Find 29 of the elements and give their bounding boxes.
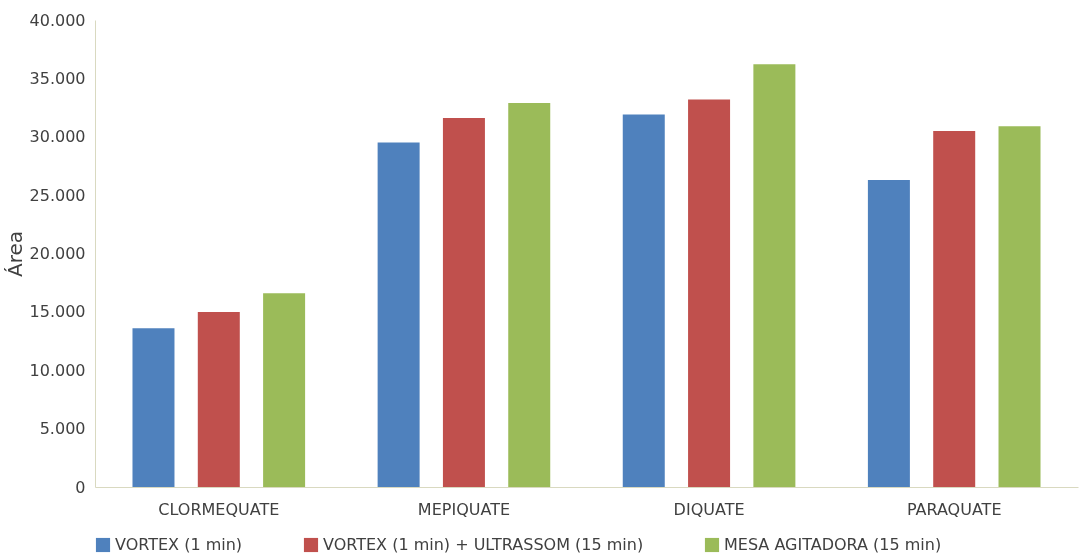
legend-label: MESA AGITADORA (15 min) bbox=[724, 535, 942, 554]
bar bbox=[688, 99, 731, 487]
x-tick-label: DIQUATE bbox=[673, 499, 745, 519]
x-tick-label: CLORMEQUATE bbox=[158, 499, 280, 519]
x-tick-label: MEPIQUATE bbox=[417, 499, 511, 519]
y-tick-label: 30.000 bbox=[29, 127, 86, 147]
bar bbox=[753, 64, 796, 487]
bar bbox=[197, 311, 240, 487]
bar bbox=[933, 130, 976, 487]
y-tick-label: 20.000 bbox=[29, 244, 86, 263]
bar bbox=[508, 102, 551, 487]
y-tick-label: 25.000 bbox=[29, 185, 86, 205]
bar bbox=[263, 293, 306, 487]
bar bbox=[622, 114, 665, 487]
y-tick-label: 40.000 bbox=[29, 10, 86, 30]
y-tick-label: 15.000 bbox=[29, 302, 86, 322]
legend-label: VORTEX (1 min) + ULTRASSOM (15 min) bbox=[323, 535, 644, 554]
bar bbox=[867, 179, 910, 487]
y-axis-title: Área bbox=[2, 230, 27, 278]
y-tick-label: 10.000 bbox=[29, 360, 86, 380]
y-tick-label: 5.000 bbox=[39, 419, 86, 439]
bar bbox=[442, 118, 485, 487]
y-tick-label: 35.000 bbox=[29, 68, 86, 88]
legend-label: VORTEX (1 min) bbox=[115, 535, 243, 554]
bar bbox=[377, 142, 420, 487]
y-tick-label: 0 bbox=[75, 477, 86, 497]
x-tick-label: PARAQUATE bbox=[906, 499, 1002, 519]
bar bbox=[132, 328, 175, 487]
bar bbox=[998, 126, 1041, 487]
